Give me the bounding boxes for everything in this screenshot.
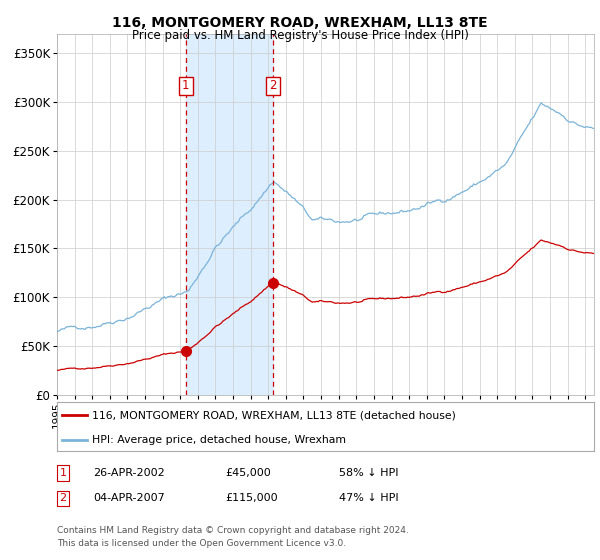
Text: 04-APR-2007: 04-APR-2007 — [93, 493, 165, 503]
Text: 116, MONTGOMERY ROAD, WREXHAM, LL13 8TE: 116, MONTGOMERY ROAD, WREXHAM, LL13 8TE — [112, 16, 488, 30]
Text: 47% ↓ HPI: 47% ↓ HPI — [339, 493, 398, 503]
Bar — [186, 34, 273, 395]
Text: 26-APR-2002: 26-APR-2002 — [93, 468, 165, 478]
Text: £115,000: £115,000 — [225, 493, 278, 503]
Text: 2: 2 — [59, 493, 67, 503]
Text: £45,000: £45,000 — [225, 468, 271, 478]
Text: 1: 1 — [59, 468, 67, 478]
Text: 116, MONTGOMERY ROAD, WREXHAM, LL13 8TE (detached house): 116, MONTGOMERY ROAD, WREXHAM, LL13 8TE … — [92, 410, 456, 421]
Text: 2: 2 — [269, 80, 277, 92]
Text: Price paid vs. HM Land Registry's House Price Index (HPI): Price paid vs. HM Land Registry's House … — [131, 29, 469, 42]
Text: 58% ↓ HPI: 58% ↓ HPI — [339, 468, 398, 478]
Text: Contains HM Land Registry data © Crown copyright and database right 2024.: Contains HM Land Registry data © Crown c… — [57, 526, 409, 535]
Text: 1: 1 — [182, 80, 190, 92]
Text: This data is licensed under the Open Government Licence v3.0.: This data is licensed under the Open Gov… — [57, 539, 346, 548]
Text: HPI: Average price, detached house, Wrexham: HPI: Average price, detached house, Wrex… — [92, 435, 346, 445]
